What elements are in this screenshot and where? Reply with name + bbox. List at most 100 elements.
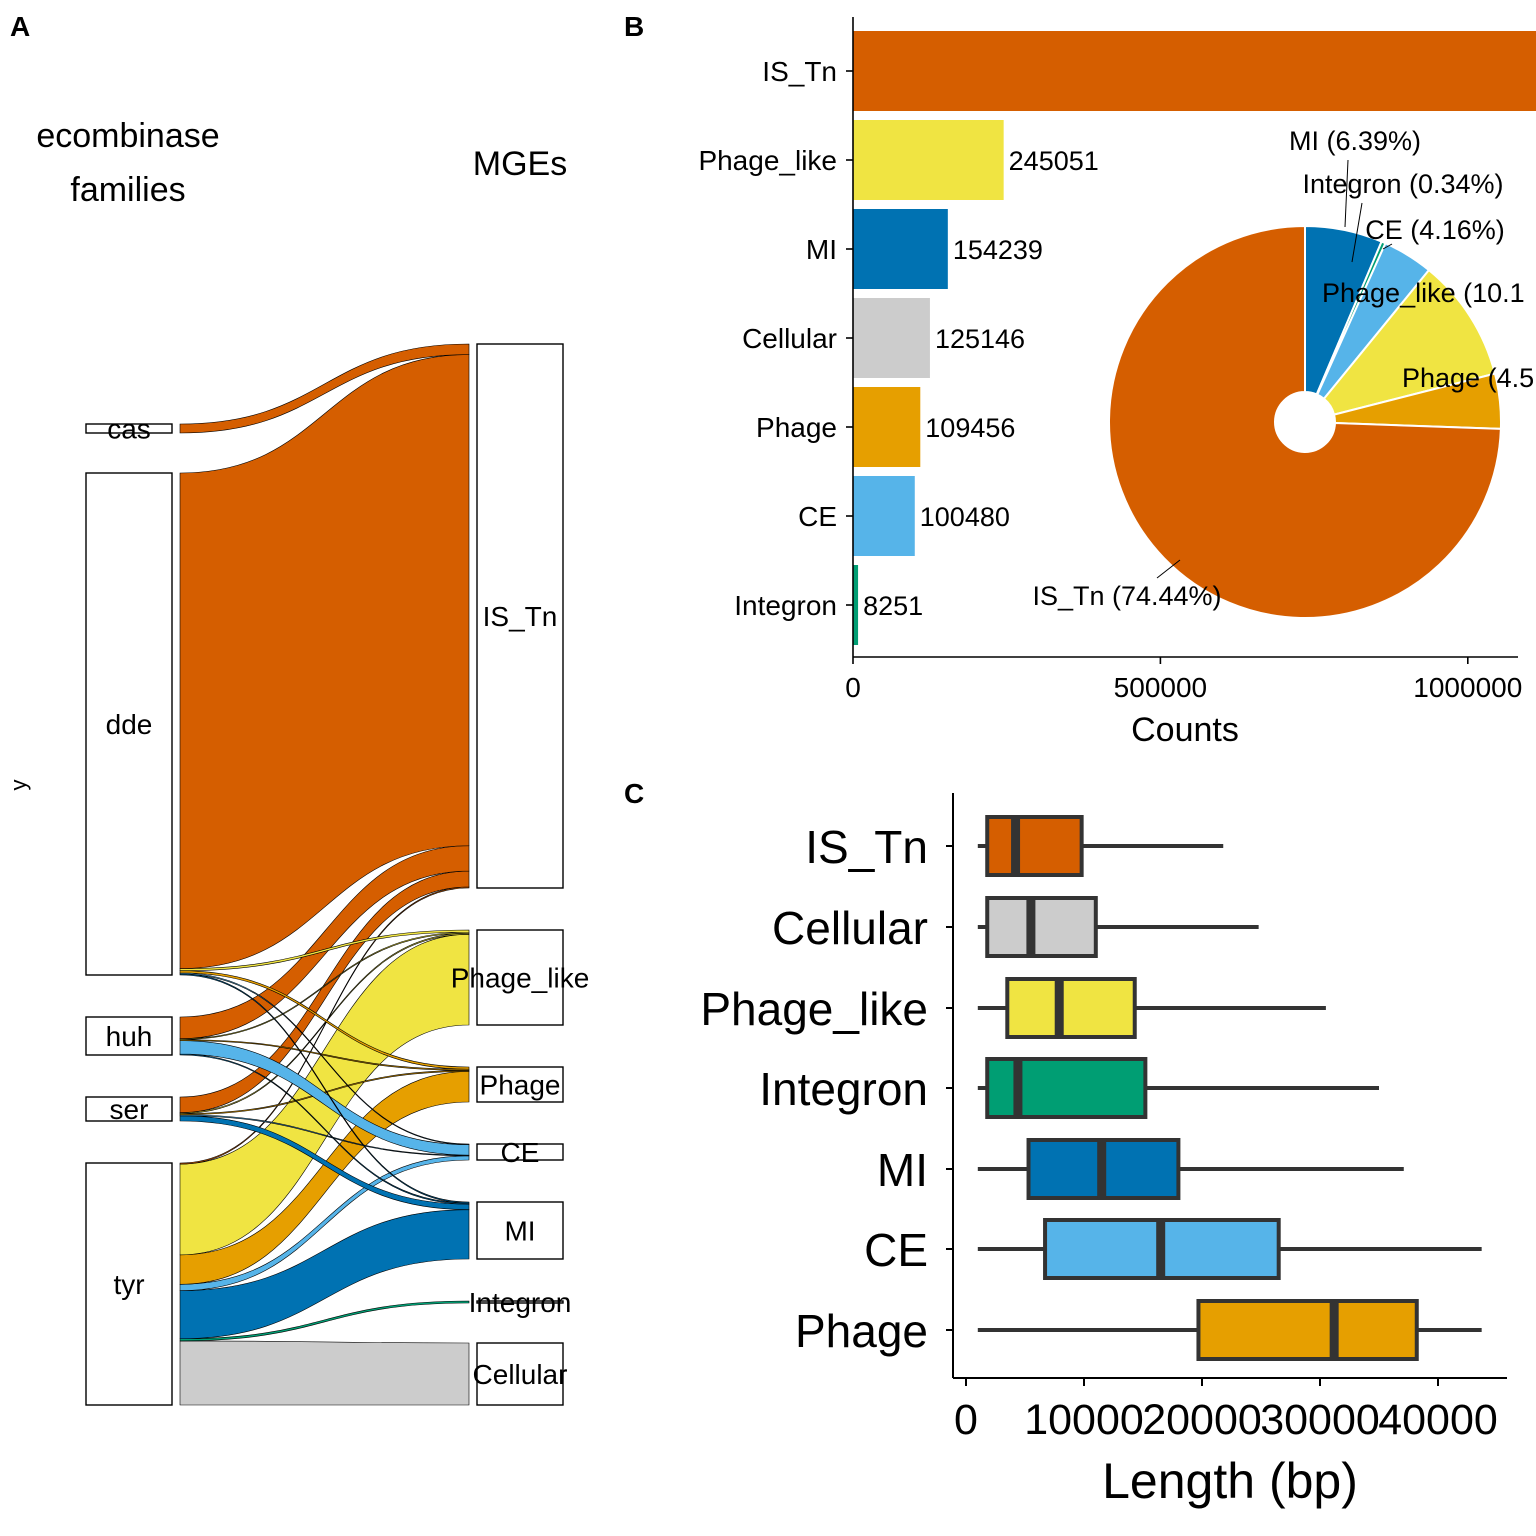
flow-huh-to-mi xyxy=(179,1053,470,1205)
box-category-label-is-tn: IS_Tn xyxy=(805,821,928,873)
flow-huh-to-is-tn xyxy=(179,845,470,1040)
box-integron xyxy=(985,1057,1148,1119)
box-axes: IS_Tn Cellular Phage_like Integron MI CE Phage… xyxy=(700,793,1507,1444)
pie-slice-phage-like xyxy=(1322,268,1497,416)
bar-ce xyxy=(853,476,915,556)
bar-category-label-ce: CE xyxy=(798,501,837,532)
mge-label-cellular: Cellular xyxy=(473,1359,568,1390)
bar-cellular xyxy=(853,298,930,378)
bar-value-label-cellular: 125146 xyxy=(935,324,1025,354)
flow-huh-to-phage xyxy=(179,1039,470,1071)
family-label-huh: huh xyxy=(106,1021,153,1052)
pie-label-mi: MI (6.39%) xyxy=(1289,126,1421,156)
bar-series: 1798076245051154239125146109456100480825… xyxy=(853,31,1536,645)
family-node-dde xyxy=(85,472,173,976)
box-is-tn xyxy=(985,815,1084,877)
flow-dde-to-phage xyxy=(179,970,470,1070)
flow-tyr-to-mi xyxy=(179,1209,470,1340)
box-x-tick-label: 20000 xyxy=(1142,1396,1262,1444)
pie-slice-is-tn xyxy=(1108,224,1502,619)
pie-label-ce: CE (4.16%) xyxy=(1365,215,1505,245)
mge-label-ce: CE xyxy=(501,1137,540,1168)
bar-mi xyxy=(853,209,948,289)
bar-phage xyxy=(853,387,921,467)
bar-panel: 1798076245051154239125146109456100480825… xyxy=(698,17,1536,749)
mge-label-mi: MI xyxy=(504,1216,535,1247)
bar-category-label-is-tn: IS_Tn xyxy=(762,56,837,87)
mge-node-mi xyxy=(476,1201,564,1260)
family-axis-title-line2: families xyxy=(70,171,185,209)
box-category-label-phage: Phage xyxy=(795,1305,928,1357)
flow-tyr-to-ce xyxy=(179,1155,470,1291)
alluvial-panel: y cas dde huh ser tyr IS_Tn Phage_like Phage CE M… xyxy=(6,117,590,1406)
family-node-huh xyxy=(85,1016,173,1056)
family-axis-title-line1: ecombinase xyxy=(36,117,219,155)
flow-dde-to-phage-like xyxy=(179,929,470,972)
pie-label-phage: Phage (4.5 xyxy=(1402,363,1534,393)
mge-label-integron: Integron xyxy=(469,1287,572,1318)
bar-value-label-mi: 154239 xyxy=(953,235,1043,265)
box-x-tick-label: 0 xyxy=(954,1396,978,1444)
bar-value-label-phage-like: 245051 xyxy=(1009,146,1099,176)
bar-is-tn xyxy=(853,31,1536,111)
mge-node-cellular xyxy=(476,1342,564,1406)
box-x-tick-label: 40000 xyxy=(1378,1396,1498,1444)
pie-inset: MI (6.39%) Integron (0.34%) CE (4.16%) Phag… xyxy=(1032,126,1534,619)
flow-cas-to-is-tn xyxy=(179,343,470,434)
mge-node-phage-like xyxy=(476,929,564,1026)
bar-x-tick-label: 1000000 xyxy=(1413,672,1522,703)
box-x-tick-label: 10000 xyxy=(1024,1396,1144,1444)
flow-dde-to-is-tn xyxy=(179,354,470,969)
bar-x-tick-label: 0 xyxy=(845,672,861,703)
family-node-cas xyxy=(85,423,173,434)
bar-value-label-ce: 100480 xyxy=(920,502,1010,532)
panel-letter-b: B xyxy=(624,11,644,42)
family-label-tyr: tyr xyxy=(113,1269,144,1300)
alluvial-flows xyxy=(179,343,470,1406)
bar-category-label-integron: Integron xyxy=(734,590,837,621)
family-label-dde: dde xyxy=(106,709,153,740)
bar-phage-like xyxy=(853,120,1004,200)
flow-tyr-to-integron xyxy=(179,1300,470,1342)
flow-dde-to-ce xyxy=(179,972,470,1146)
panel-letter-a: A xyxy=(10,11,30,42)
y-axis-label: y xyxy=(6,780,31,791)
mge-label-is-tn: IS_Tn xyxy=(483,601,558,632)
box-cellular xyxy=(985,896,1098,958)
flow-ser-to-ce xyxy=(179,1114,470,1157)
family-label-cas: cas xyxy=(107,414,151,445)
box-phage xyxy=(1196,1299,1419,1361)
pie-label-phage-like: Phage_like (10.1 xyxy=(1322,278,1525,308)
mge-label-phage-like: Phage_like xyxy=(451,963,590,994)
box-category-label-integron: Integron xyxy=(759,1063,928,1115)
pie-label-integron: Integron (0.34%) xyxy=(1302,169,1503,199)
pie-slice-mi xyxy=(1304,224,1383,396)
flow-ser-to-phage-like xyxy=(179,932,470,1115)
family-label-ser: ser xyxy=(110,1094,149,1125)
bar-category-label-cellular: Cellular xyxy=(742,323,837,354)
mge-node-integron xyxy=(476,1300,564,1304)
family-node-tyr xyxy=(85,1162,173,1406)
bar-value-label-phage: 109456 xyxy=(925,413,1015,443)
box-category-label-cellular: Cellular xyxy=(772,902,928,954)
bar-x-axis-title: Counts xyxy=(1131,711,1239,749)
mge-node-ce xyxy=(476,1143,564,1161)
flow-tyr-to-phage xyxy=(179,1071,470,1285)
box-x-tick-label: 30000 xyxy=(1260,1396,1380,1444)
bar-category-label-phage: Phage xyxy=(756,412,837,443)
flow-tyr-to-cellular xyxy=(179,1340,470,1406)
box-series xyxy=(977,815,1482,1361)
boxplot-panel: IS_Tn Cellular Phage_like Integron MI CE Phage… xyxy=(700,793,1507,1509)
mge-label-phage: Phage xyxy=(480,1070,561,1101)
panel-letter-c: C xyxy=(624,778,644,809)
bar-category-label-phage-like: Phage_like xyxy=(698,145,837,176)
mge-node-phage xyxy=(476,1066,564,1103)
alluvial-nodes: cas dde huh ser tyr IS_Tn Phage_like Phage CE MI I… xyxy=(85,343,590,1406)
pie-label-is-tn: IS_Tn (74.44%) xyxy=(1032,581,1221,611)
bar-integron xyxy=(853,565,859,645)
flow-huh-to-ce xyxy=(179,1040,470,1156)
pie-leader-integron xyxy=(1351,202,1363,263)
bar-value-label-integron: 8251 xyxy=(863,591,923,621)
mge-axis-title: MGEs xyxy=(473,145,567,183)
